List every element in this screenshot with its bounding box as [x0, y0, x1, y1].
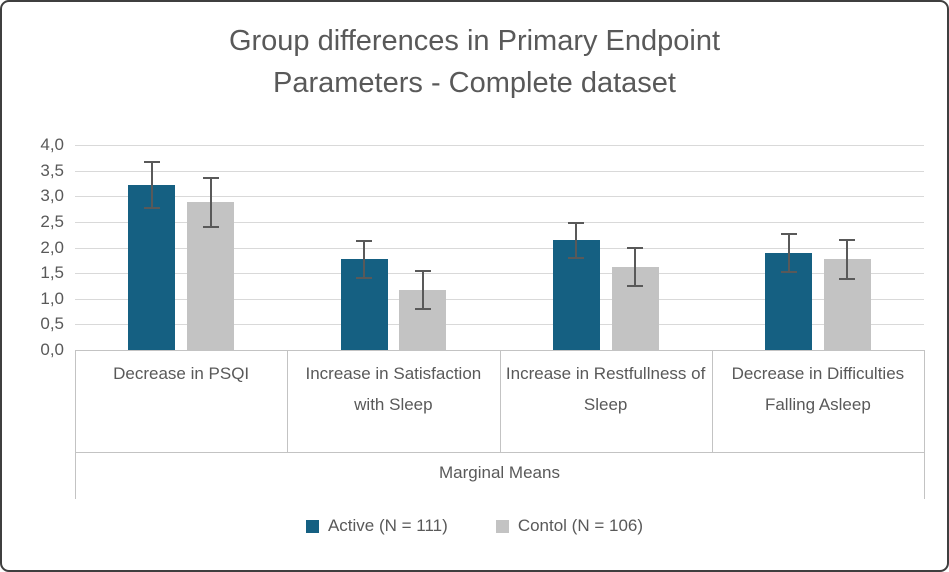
y-tick-label: 3,0 [40, 186, 64, 206]
y-tick-label: 0,0 [40, 340, 64, 359]
legend-label: Active (N = 111) [327, 516, 448, 535]
gridline [75, 298, 924, 300]
category-divider [711, 350, 713, 452]
gridline [75, 145, 924, 146]
chart-title-line2: Parameters - Complete dataset [273, 67, 676, 100]
error-bar-line [787, 232, 790, 273]
error-bar-cap-bottom [780, 270, 797, 273]
legend-item-active: Active (N = 111) [305, 516, 448, 536]
category-divider [924, 350, 925, 452]
error-bar-cap-bottom [627, 284, 644, 287]
error-bar-cap-top [839, 238, 856, 241]
gridline [75, 247, 924, 249]
category-row-bottom-line [75, 452, 924, 453]
error-bar-cap-bottom [356, 276, 373, 279]
gridline [75, 221, 924, 223]
category-label-3: Decrease in Difficulties Falling Asleep [731, 364, 905, 414]
error-bar-cap-top [780, 232, 797, 235]
error-bar-cap-bottom [568, 256, 585, 259]
error-bar-line [846, 238, 849, 280]
error-bar-cap-bottom [839, 277, 856, 280]
error-bar-cap-top [143, 160, 160, 163]
gridline [75, 273, 924, 275]
error-bar-cap-top [568, 221, 585, 224]
category-label-2: Increase in Restfullness of Sleep [505, 364, 706, 414]
error-bar-line [575, 221, 578, 259]
legend-swatch-icon [305, 519, 319, 533]
error-bar-cap-bottom [202, 225, 219, 228]
error-bar-cap-top [414, 270, 431, 273]
category-label-1: Increase in Satisfaction with Sleep [305, 364, 482, 414]
legend: Active (N = 111) Contol (N = 106) [2, 516, 947, 536]
error-bar-line [634, 246, 637, 287]
axis-title-band-tick [924, 452, 925, 499]
error-bar-cap-bottom [414, 308, 431, 311]
error-bar-cap-bottom [143, 207, 160, 210]
error-bar-line [421, 270, 424, 311]
error-bar-cap-top [627, 246, 644, 249]
y-tick-label: 4,0 [40, 135, 64, 154]
category-divider [499, 350, 501, 452]
gridline [75, 196, 924, 198]
y-tick-label: 1,0 [40, 288, 64, 308]
error-bar-line [150, 160, 153, 210]
category-divider [75, 350, 76, 452]
category-divider [287, 350, 289, 452]
y-tick-label: 3,5 [40, 160, 64, 180]
x-axis-title: Marginal Means [439, 463, 560, 482]
chart-title: Group differences in Primary Endpoint Pa… [2, 20, 947, 104]
error-bar-cap-top [356, 239, 373, 242]
chart-title-line1: Group differences in Primary Endpoint [228, 25, 721, 57]
axis-title-band-tick [75, 452, 76, 499]
y-tick-label: 2,5 [40, 211, 64, 231]
gridline [75, 324, 924, 326]
legend-item-control: Contol (N = 106) [495, 516, 644, 536]
y-tick-label: 2,0 [40, 237, 64, 257]
error-bar-line [209, 177, 212, 228]
legend-swatch-icon [495, 519, 509, 533]
bar-active-0 [128, 184, 176, 350]
category-label-0: Decrease in PSQI [113, 364, 250, 383]
y-tick-label: 1,5 [40, 263, 64, 283]
gridline [75, 170, 924, 172]
y-tick-label: 0,5 [40, 314, 64, 334]
error-bar-line [363, 239, 366, 279]
legend-label: Contol (N = 106) [517, 516, 644, 535]
error-bar-cap-top [202, 177, 219, 180]
